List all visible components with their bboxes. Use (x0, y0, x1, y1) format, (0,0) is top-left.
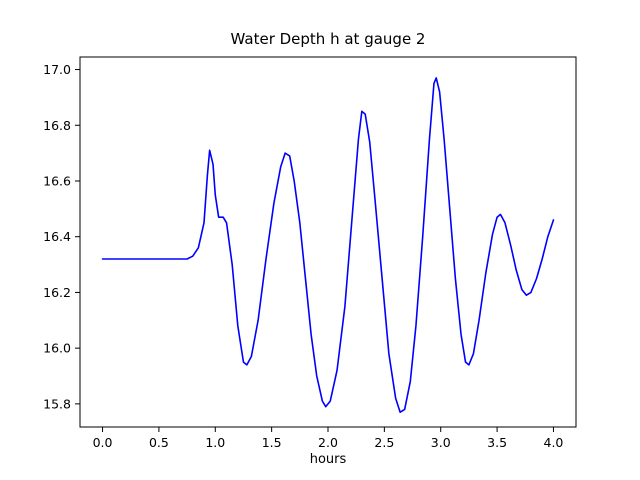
x-tick-label: 0.5 (149, 435, 169, 450)
y-tick-label: 17.0 (43, 62, 71, 77)
data-series (101, 77, 555, 414)
x-tick-label: 3.0 (431, 435, 451, 450)
x-axis-label: hours (310, 452, 347, 467)
x-tick-label: 0.0 (93, 435, 113, 450)
x-tick-label: 1.0 (205, 435, 225, 450)
chart-title: Water Depth h at gauge 2 (231, 30, 426, 48)
axis-ticks: 0.0 0.5 1.0 1.5 2.0 2.5 3.0 3.5 4.0 15.8 16.0 16.2 1… (43, 62, 563, 450)
y-tick-label: 15.8 (43, 396, 71, 411)
x-tick-label: 1.5 (262, 435, 282, 450)
y-tick-label: 16.4 (43, 229, 71, 244)
y-tick-label: 16.0 (43, 341, 71, 356)
x-tick-label: 4.0 (544, 435, 564, 450)
y-tick-label: 16.2 (43, 285, 71, 300)
x-tick-label: 2.5 (374, 435, 394, 450)
depth-line (101, 77, 555, 414)
y-tick-label: 16.6 (43, 173, 71, 188)
y-tick-label: 16.8 (43, 118, 71, 133)
x-tick-label: 2.0 (318, 435, 338, 450)
x-tick-label: 3.5 (487, 435, 507, 450)
axes-frame (79, 56, 577, 428)
